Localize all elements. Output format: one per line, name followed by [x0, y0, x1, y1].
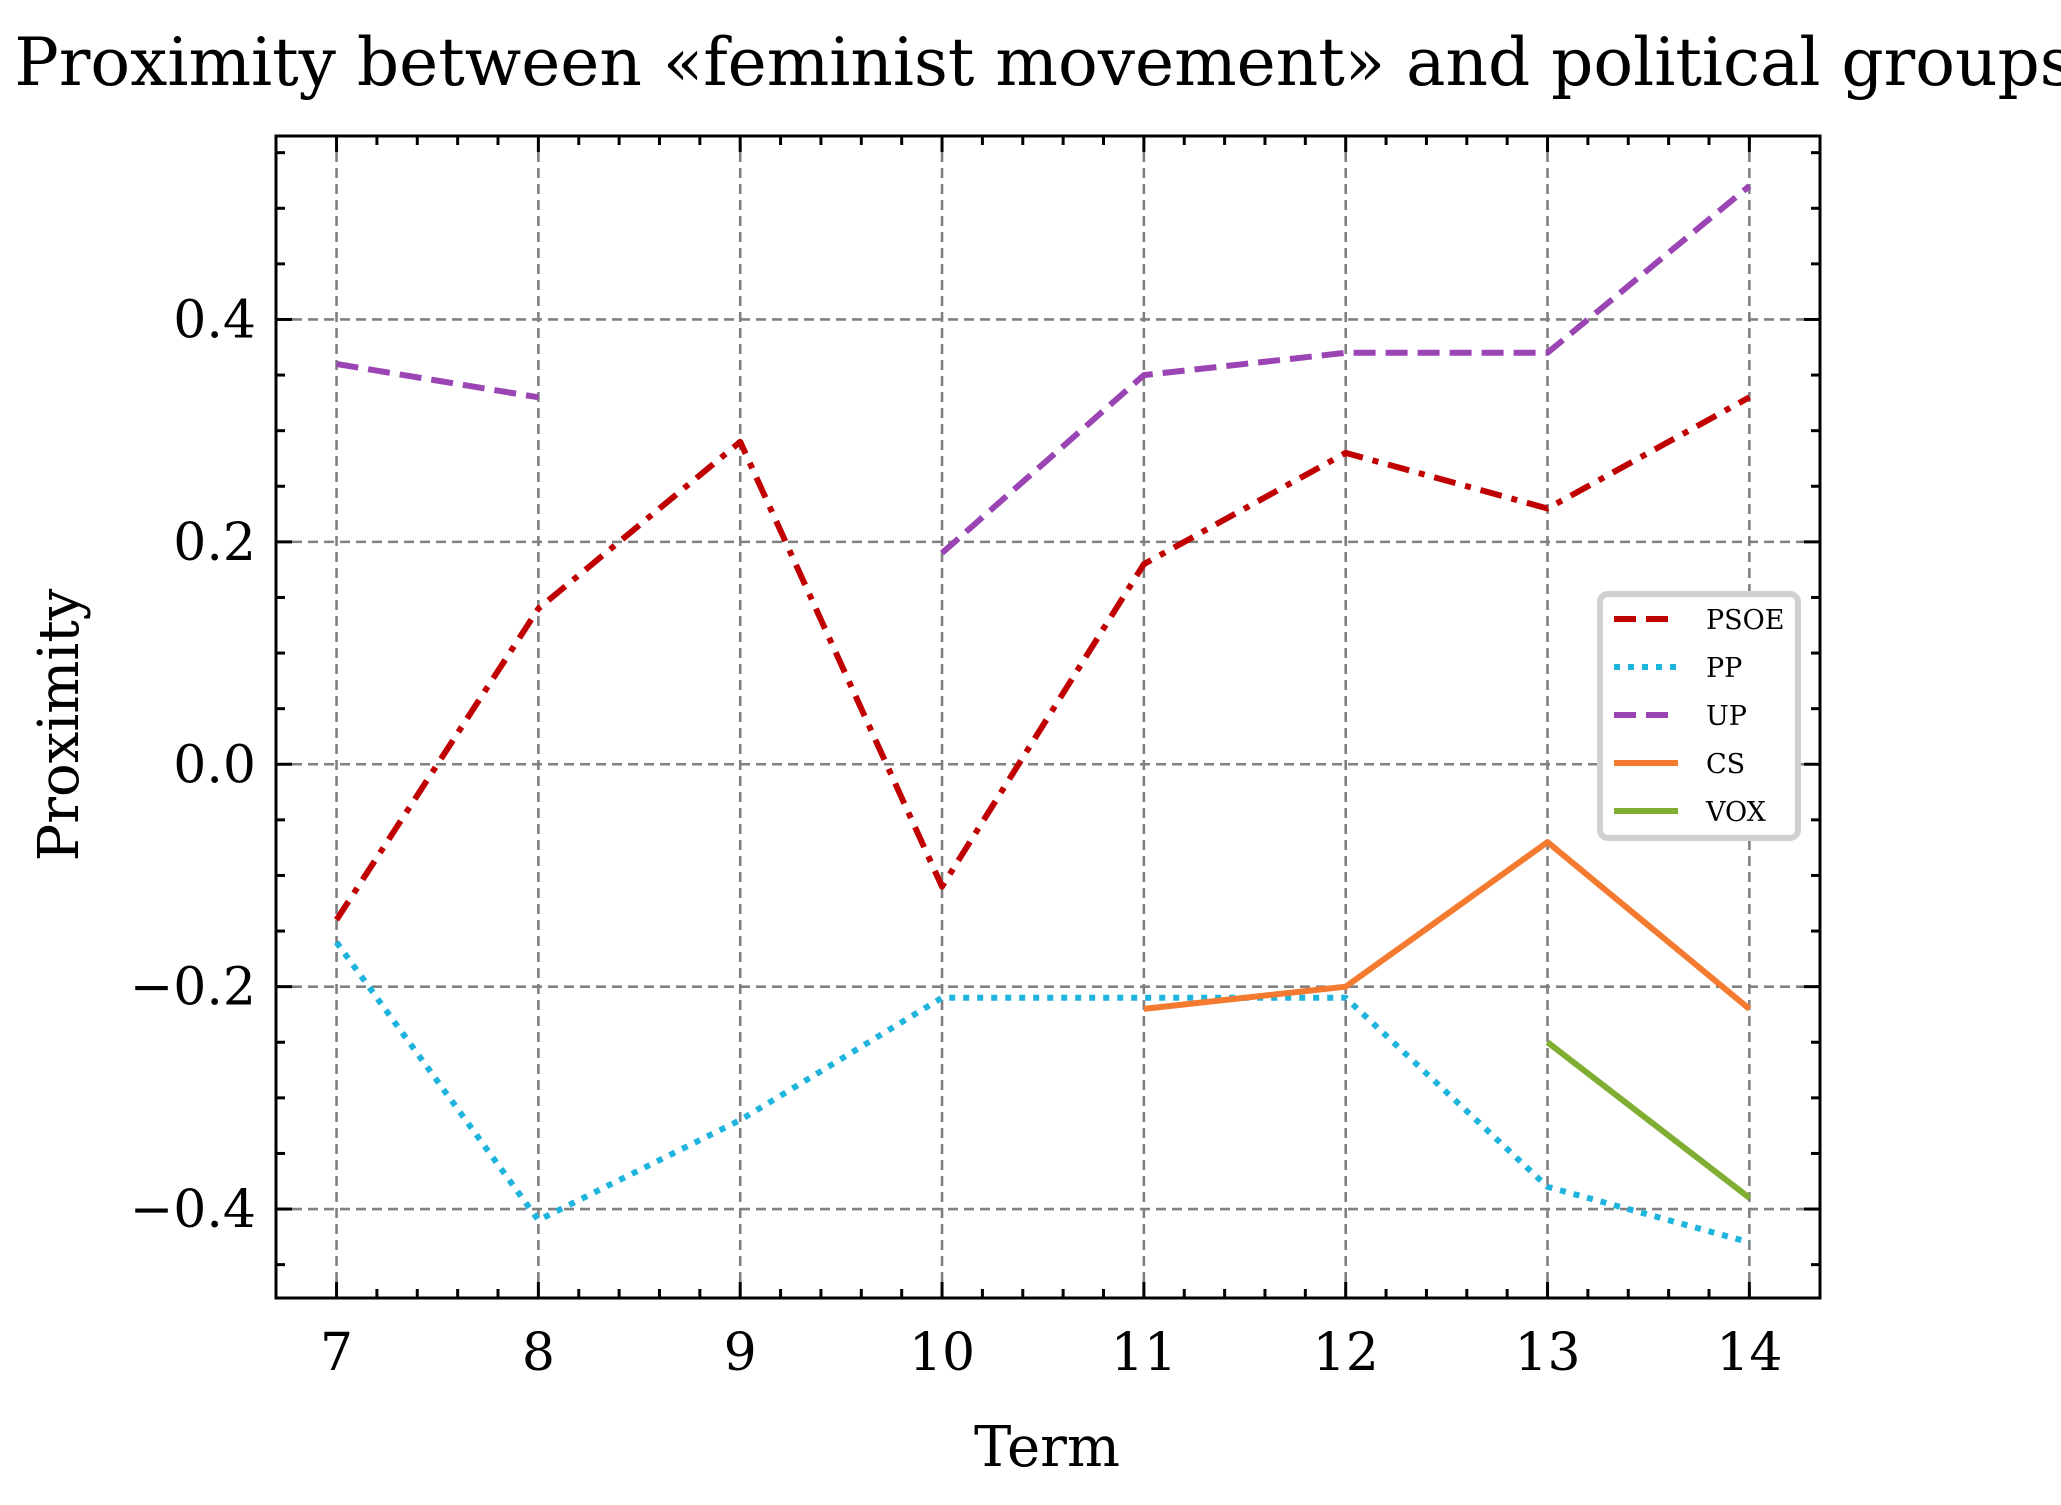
x-tick-label: 10 — [909, 1323, 975, 1383]
series-line-up — [336, 361, 539, 401]
series-line-psoe — [333, 394, 1751, 922]
x-tick-label: 14 — [1716, 1323, 1782, 1383]
x-tick-label: 13 — [1514, 1323, 1580, 1383]
series-line-pp — [334, 940, 1751, 1246]
x-tick-label: 9 — [724, 1323, 757, 1383]
series-lines — [333, 183, 1752, 1246]
x-tick-label: 7 — [320, 1323, 353, 1383]
x-tick-labels: 7 8 9 10 11 12 13 14 — [320, 1323, 1782, 1383]
y-tick-label: 0.4 — [173, 290, 256, 350]
y-tick-label: −0.2 — [130, 958, 256, 1018]
axis-ticks — [276, 136, 1820, 1298]
y-tick-label: −0.4 — [130, 1180, 256, 1240]
x-tick-label: 8 — [522, 1323, 555, 1383]
plot-frame — [274, 134, 1822, 1300]
x-tick-label: 11 — [1111, 1323, 1177, 1383]
grid — [276, 136, 1820, 1298]
series-line-cs — [1143, 839, 1752, 1012]
y-tick-labels: 0.4 0.2 0.0 −0.2 −0.4 — [130, 290, 256, 1240]
series-line-vox — [1545, 1039, 1752, 1201]
plot-area-border — [274, 134, 1822, 1300]
legend-label-vox: VOX — [1705, 797, 1767, 828]
legend: PSOE PP UP CS VOX — [1597, 591, 1801, 841]
chart-title: Proximity between «feminist movement» an… — [14, 24, 2061, 101]
y-axis-label: Proximity — [27, 588, 92, 861]
x-axis-label: Term — [974, 1415, 1120, 1480]
x-tick-label: 12 — [1313, 1323, 1379, 1383]
y-tick-label: 0.2 — [173, 513, 256, 573]
legend-label-cs: CS — [1706, 749, 1745, 780]
y-tick-label: 0.0 — [173, 735, 256, 795]
legend-box — [1597, 591, 1801, 841]
legend-label-psoe: PSOE — [1706, 605, 1785, 636]
series-line-up — [940, 183, 1752, 556]
legend-label-up: UP — [1706, 701, 1747, 732]
legend-label-pp: PP — [1706, 653, 1742, 684]
